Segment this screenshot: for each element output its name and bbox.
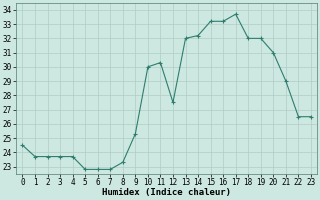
X-axis label: Humidex (Indice chaleur): Humidex (Indice chaleur)	[102, 188, 231, 197]
